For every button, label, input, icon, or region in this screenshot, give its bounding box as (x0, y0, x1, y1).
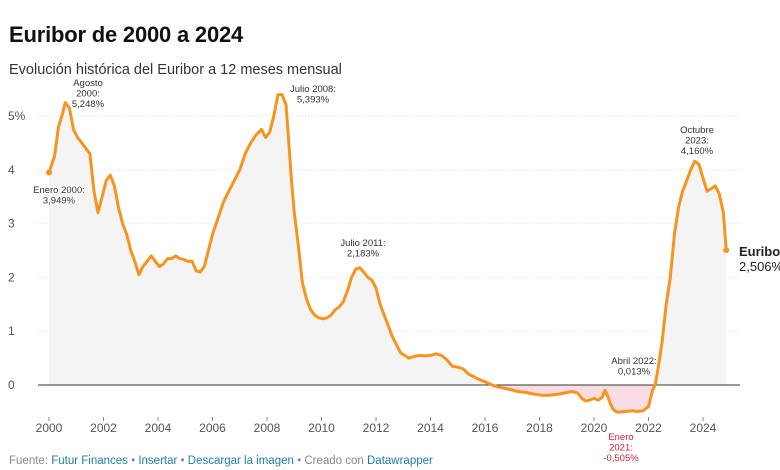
x-tick-label: 2000 (36, 421, 63, 435)
annotation-label: -0,505% (603, 453, 639, 464)
x-tick-label: 2024 (690, 421, 717, 435)
x-tick-label: 2018 (526, 421, 553, 435)
footer-bullet: • (180, 455, 185, 467)
y-tick-label: 1 (8, 324, 15, 338)
footer: Fuente: Futur Finances • Insertar • Desc… (9, 455, 433, 467)
negative-area (49, 385, 727, 413)
source-label: Fuente: (9, 455, 48, 467)
y-tick-label: 3 (8, 217, 15, 231)
annotation-label: Enero (608, 432, 633, 443)
euribor-line (47, 93, 728, 414)
x-tick-label: 2014 (417, 421, 444, 435)
annotation-label: 0,013% (618, 367, 651, 378)
end-point (723, 247, 730, 254)
annotation-label: Octubre (680, 125, 714, 136)
x-tick-label: 2016 (472, 421, 499, 435)
x-tick-label: 2004 (145, 421, 172, 435)
annotation-label: Julio 2011: (340, 238, 385, 249)
annotation-label: 3,949% (43, 196, 76, 207)
annotation-label: Enero 2000: (33, 185, 85, 196)
series-end-label: Euribor (739, 244, 780, 259)
x-tick-label: 2012 (363, 421, 390, 435)
x-tick-label: 2010 (308, 421, 335, 435)
y-tick-label: 2 (8, 270, 15, 284)
x-tick-label: 2020 (581, 421, 608, 435)
footer-bullet: • (297, 455, 302, 467)
x-tick-label: 2008 (254, 421, 281, 435)
annotation-label: 2021: (609, 443, 633, 454)
x-tick-label: 2002 (90, 421, 117, 435)
annotation-label: Julio 2008: (290, 84, 336, 95)
x-tick-label: 2006 (199, 421, 226, 435)
y-tick-label: 4 (8, 163, 15, 177)
footer-bullet: • (131, 455, 136, 467)
annotation-label: 2,183% (347, 249, 380, 260)
y-tick-label: 5% (8, 109, 26, 123)
annotation-label: 5,393% (297, 95, 330, 106)
insert-link[interactable]: Insertar (138, 455, 178, 467)
source-link[interactable]: Futur Finances (51, 455, 128, 467)
datawrapper-link[interactable]: Datawrapper (367, 455, 433, 467)
annotation-label: 2000: (76, 89, 100, 100)
positive-area (49, 94, 727, 385)
start-point (46, 169, 52, 176)
chart-title: Euribor de 2000 a 2024 (9, 22, 244, 47)
annotation-label: Agosto (73, 78, 103, 89)
annotation-label: 4,160% (681, 146, 714, 157)
series-end-value: 2,506% (739, 259, 780, 274)
chart-subtitle: Evolución histórica del Euribor a 12 mes… (9, 62, 342, 78)
y-tick-label: 0 (8, 378, 15, 392)
annotation-label: Abril 2022: (611, 356, 656, 367)
created-with-label: Creado con (304, 455, 364, 467)
annotation-label: 2023: (685, 136, 709, 147)
download-image-link[interactable]: Descargar la imagen (187, 455, 294, 467)
x-tick-label: 2022 (635, 421, 662, 435)
annotation-label: 5,248% (72, 99, 105, 110)
